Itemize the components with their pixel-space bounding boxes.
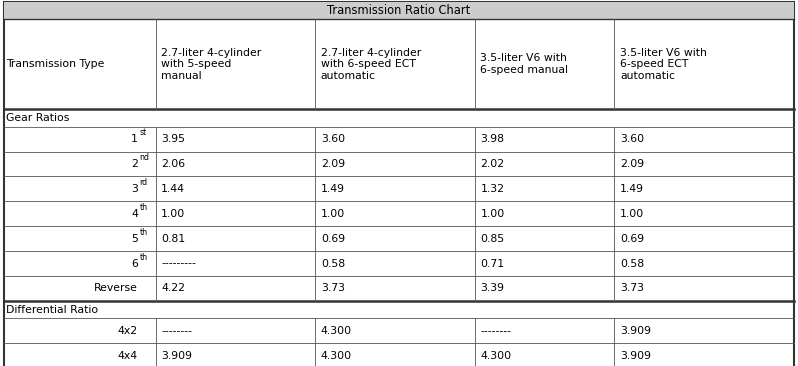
Text: 1.49: 1.49 [321, 184, 345, 194]
Text: ---------: --------- [161, 258, 196, 269]
Text: 0.58: 0.58 [321, 258, 345, 269]
Text: 1.00: 1.00 [321, 209, 345, 219]
Text: 3.95: 3.95 [161, 134, 185, 144]
Text: 0.81: 0.81 [161, 234, 185, 244]
Text: nd: nd [140, 153, 150, 162]
Text: 3.60: 3.60 [620, 134, 644, 144]
Text: 0.85: 0.85 [480, 234, 504, 244]
Text: 2: 2 [131, 159, 138, 169]
Text: 2.09: 2.09 [321, 159, 345, 169]
Text: Reverse: Reverse [94, 283, 138, 294]
Text: 0.69: 0.69 [321, 234, 345, 244]
Text: 1.49: 1.49 [620, 184, 644, 194]
Text: st: st [140, 128, 147, 137]
Text: Gear Ratios: Gear Ratios [6, 113, 69, 123]
Text: 3.5-liter V6 with
6-speed manual: 3.5-liter V6 with 6-speed manual [480, 53, 568, 75]
Text: 1.44: 1.44 [161, 184, 185, 194]
Text: 4: 4 [131, 209, 138, 219]
Text: th: th [140, 203, 148, 212]
Text: 1.32: 1.32 [480, 184, 504, 194]
Text: 0.71: 0.71 [480, 258, 504, 269]
Text: 2.02: 2.02 [480, 159, 504, 169]
Text: 3.73: 3.73 [620, 283, 644, 294]
Text: 4.22: 4.22 [161, 283, 185, 294]
Text: 4.300: 4.300 [321, 326, 352, 336]
Text: 2.06: 2.06 [161, 159, 185, 169]
Text: th: th [140, 228, 148, 237]
Text: Transmission Ratio Chart: Transmission Ratio Chart [327, 4, 471, 17]
Text: 4x4: 4x4 [118, 351, 138, 361]
Text: 2.09: 2.09 [620, 159, 644, 169]
Text: 1.00: 1.00 [161, 209, 185, 219]
Text: 1.00: 1.00 [620, 209, 644, 219]
Text: 3.909: 3.909 [161, 351, 192, 361]
Bar [4, 2, 794, 19]
Text: --------: -------- [480, 326, 512, 336]
Text: rd: rd [140, 178, 148, 187]
Text: 3.5-liter V6 with
6-speed ECT
automatic: 3.5-liter V6 with 6-speed ECT automatic [620, 48, 707, 81]
Text: 3.39: 3.39 [480, 283, 504, 294]
Text: th: th [140, 253, 148, 262]
Text: 3.73: 3.73 [321, 283, 345, 294]
Text: 6: 6 [131, 258, 138, 269]
Text: 3.909: 3.909 [620, 351, 651, 361]
Text: 4x2: 4x2 [118, 326, 138, 336]
Text: 3.98: 3.98 [480, 134, 504, 144]
Text: 2.7-liter 4-cylinder
with 5-speed
manual: 2.7-liter 4-cylinder with 5-speed manual [161, 48, 262, 81]
Text: Transmission Type: Transmission Type [6, 59, 104, 69]
Text: 3.60: 3.60 [321, 134, 345, 144]
Text: --------: -------- [161, 326, 192, 336]
Text: 4.300: 4.300 [321, 351, 352, 361]
Text: Differential Ratio: Differential Ratio [6, 305, 97, 315]
Text: 4.300: 4.300 [480, 351, 512, 361]
Text: 2.7-liter 4-cylinder
with 6-speed ECT
automatic: 2.7-liter 4-cylinder with 6-speed ECT au… [321, 48, 421, 81]
Text: 0.58: 0.58 [620, 258, 644, 269]
Text: 3.909: 3.909 [620, 326, 651, 336]
Text: 5: 5 [131, 234, 138, 244]
Text: 1: 1 [131, 134, 138, 144]
Text: 3: 3 [131, 184, 138, 194]
Text: 1.00: 1.00 [480, 209, 504, 219]
Text: 0.69: 0.69 [620, 234, 644, 244]
